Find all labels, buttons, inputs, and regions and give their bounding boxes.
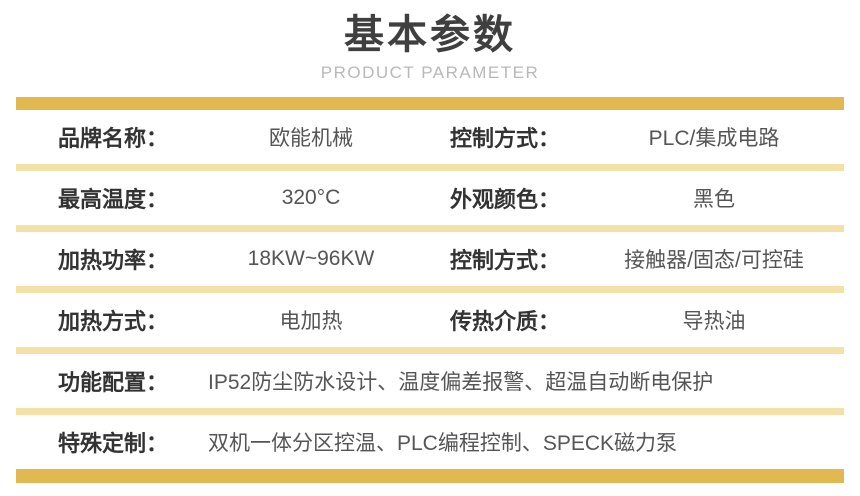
table-row: 加热功率： 18KW~96KW 控制方式： 接触器/固态/可控硅 <box>16 232 844 286</box>
param-label: 传热介质： <box>450 309 561 334</box>
header: 基本参数 PRODUCT PARAMETER <box>0 0 860 84</box>
param-value: 黑色 <box>693 188 735 211</box>
row-separator <box>16 408 844 415</box>
table-cell: 传热介质： 导热油 <box>430 304 844 336</box>
table-row: 品牌名称： 欧能机械 控制方式： PLC/集成电路 <box>16 110 844 164</box>
page-subtitle: PRODUCT PARAMETER <box>320 63 540 82</box>
product-parameter-sheet: 基本参数 PRODUCT PARAMETER 品牌名称： 欧能机械 控制方式： … <box>0 0 860 483</box>
param-value: 接触器/固态/可控硅 <box>624 249 804 272</box>
param-label: 控制方式： <box>450 126 561 151</box>
row-separator <box>16 286 844 293</box>
table-row: 功能配置： IP52防尘防水设计、温度偏差报警、超温自动断电保护 <box>16 354 844 408</box>
param-value: 欧能机械 <box>269 127 353 150</box>
table-cell: 控制方式： 接触器/固态/可控硅 <box>430 243 844 275</box>
param-value: 320°C <box>281 186 341 209</box>
param-value: 双机一体分区控温、PLC编程控制、SPECK磁力泵 <box>208 432 678 455</box>
param-label: 加热功率： <box>58 248 169 273</box>
param-label: 品牌名称： <box>58 126 169 151</box>
table-cell: 加热方式： 电加热 <box>16 304 430 336</box>
top-gold-bar <box>16 97 844 110</box>
param-value: 电加热 <box>279 310 343 333</box>
table-row: 特殊定制： 双机一体分区控温、PLC编程控制、SPECK磁力泵 <box>16 415 844 469</box>
row-separator <box>16 225 844 232</box>
row-separator <box>16 164 844 171</box>
param-label: 特殊定制： <box>58 431 169 456</box>
table-row: 加热方式： 电加热 传热介质： 导热油 <box>16 293 844 347</box>
table-cell: 控制方式： PLC/集成电路 <box>430 121 844 153</box>
param-value: 导热油 <box>682 310 746 333</box>
table-cell: 最高温度： 320°C <box>16 182 430 214</box>
param-label: 功能配置： <box>58 370 169 395</box>
param-value: IP52防尘防水设计、温度偏差报警、超温自动断电保护 <box>208 371 714 394</box>
param-label: 外观颜色： <box>450 187 561 212</box>
table-cell: 品牌名称： 欧能机械 <box>16 121 430 153</box>
row-separator <box>16 347 844 354</box>
param-value: 18KW~96KW <box>247 247 375 270</box>
page-title: 基本参数 <box>344 13 516 57</box>
bottom-gold-bar <box>16 469 844 483</box>
table-cell: 加热功率： 18KW~96KW <box>16 243 430 275</box>
param-label: 最高温度： <box>58 187 169 212</box>
parameter-table: 品牌名称： 欧能机械 控制方式： PLC/集成电路 最高温度： 320°C 外观… <box>16 97 844 483</box>
table-row: 最高温度： 320°C 外观颜色： 黑色 <box>16 171 844 225</box>
param-label: 控制方式： <box>450 248 561 273</box>
param-label: 加热方式： <box>58 309 169 334</box>
table-cell: 外观颜色： 黑色 <box>430 182 844 214</box>
param-value: PLC/集成电路 <box>648 127 780 150</box>
